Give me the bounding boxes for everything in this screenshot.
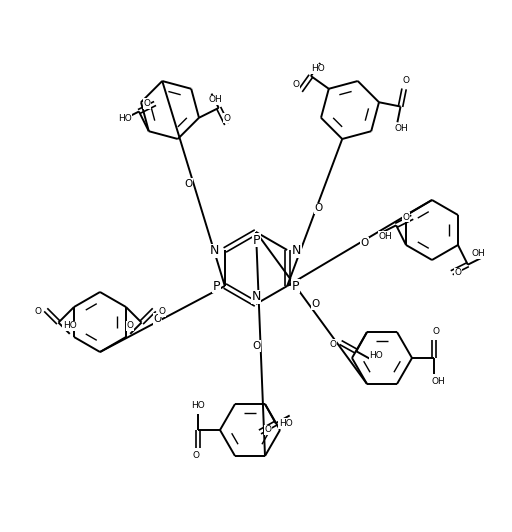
Text: O: O [314,203,323,213]
Text: OH: OH [431,378,445,387]
Text: O: O [143,99,151,108]
Text: O: O [153,314,162,324]
Text: P: P [252,234,260,246]
Text: P: P [213,279,221,293]
Text: OH: OH [379,232,393,241]
Text: O: O [193,452,200,461]
Text: HO: HO [118,114,132,123]
Text: O: O [454,268,461,277]
Text: HO: HO [279,419,292,428]
Text: P: P [291,279,299,293]
Text: OH: OH [395,124,408,133]
Text: O: O [293,80,300,89]
Text: N: N [210,245,220,257]
Text: O: O [402,77,410,86]
Text: O: O [159,307,166,317]
Text: O: O [265,426,271,435]
Text: HO: HO [311,64,325,73]
Text: OH: OH [208,95,222,104]
Text: O: O [127,321,134,330]
Text: N: N [291,245,301,257]
Text: O: O [311,299,319,309]
Text: HO: HO [370,351,383,360]
Text: HO: HO [191,402,205,411]
Text: O: O [360,238,369,248]
Text: N: N [251,290,261,303]
Text: O: O [184,179,193,188]
Text: O: O [252,341,261,351]
Text: O: O [329,340,336,349]
Text: OH: OH [471,249,485,258]
Text: HO: HO [63,321,77,330]
Text: O: O [223,113,230,122]
Text: O: O [403,213,410,222]
Text: O: O [433,328,439,337]
Text: O: O [34,307,41,317]
